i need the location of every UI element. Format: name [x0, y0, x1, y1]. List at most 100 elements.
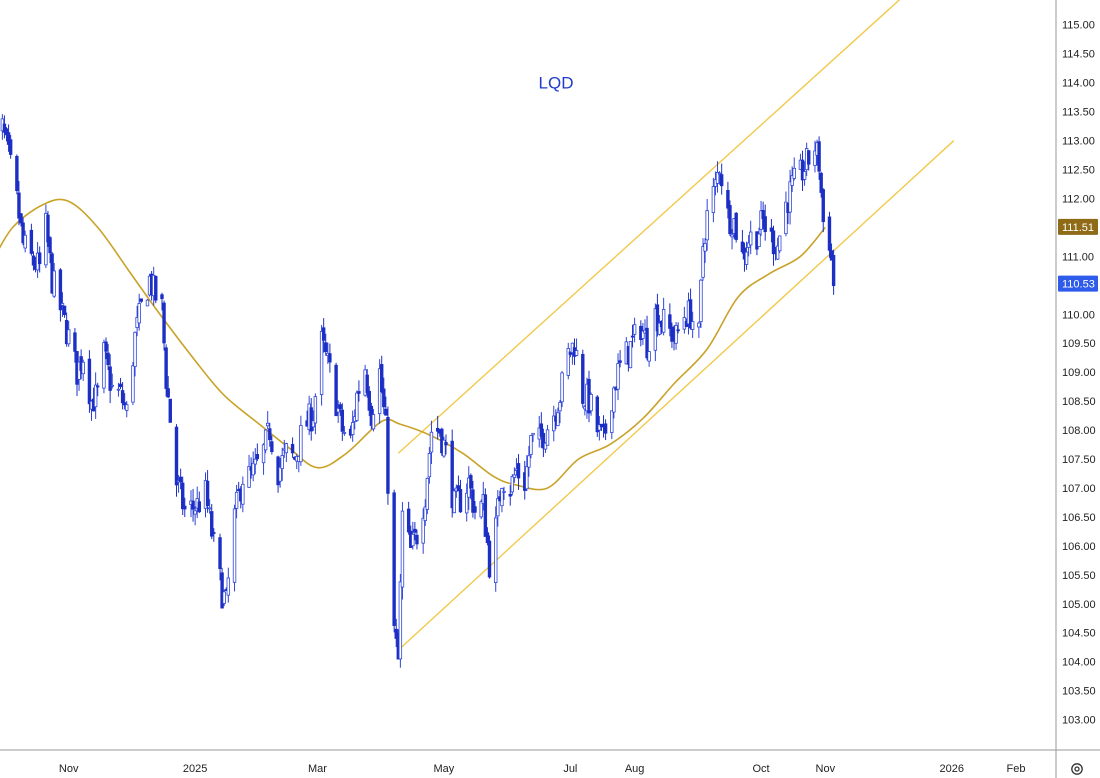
candle [253, 448, 257, 475]
candle-body [193, 510, 197, 515]
candle [207, 499, 212, 514]
candle-body [452, 490, 456, 514]
candle-body [183, 505, 187, 510]
candle-body [210, 511, 214, 537]
candle [210, 504, 214, 540]
candle-body [456, 485, 461, 492]
y-tick-label: 110.00 [1062, 309, 1095, 321]
candle-body [668, 314, 672, 329]
candle-body [284, 443, 289, 454]
candle [784, 191, 788, 237]
x-tick-label: 2026 [940, 763, 964, 775]
candle-body [458, 489, 463, 513]
candle-body [181, 482, 185, 510]
candle-body [487, 540, 492, 578]
moving-average-line [0, 198, 826, 491]
candle [8, 134, 13, 159]
candle-body [336, 407, 340, 413]
x-tick-label: Aug [625, 763, 645, 775]
candle-body [496, 498, 500, 517]
candle [690, 311, 695, 338]
candle-body [93, 384, 98, 408]
candle-body [560, 372, 564, 403]
candle [719, 163, 724, 195]
candle [232, 504, 237, 592]
candle-body [357, 391, 361, 394]
candle [471, 480, 475, 518]
candle-body [110, 384, 114, 387]
candle [465, 483, 469, 522]
candle-body [253, 458, 257, 465]
settings-button[interactable] [1068, 760, 1086, 778]
candle-body [241, 483, 245, 505]
candle-body [688, 299, 693, 329]
candle [212, 528, 216, 542]
candle [632, 317, 637, 343]
candle [191, 488, 195, 522]
price-axis[interactable]: 103.00 103.50 104.00 104.50 105.00 105.50 106.… [1055, 0, 1100, 778]
candle [350, 410, 355, 442]
last-price-badge-label: 110.53 [1062, 279, 1095, 291]
candle [510, 474, 515, 496]
candle [270, 435, 274, 455]
candle-body [556, 412, 560, 426]
candle-body [218, 537, 222, 569]
candle-body [574, 350, 579, 356]
candle [120, 382, 125, 410]
candle [435, 415, 440, 440]
y-tick-label: 108.00 [1062, 425, 1096, 437]
candle-body [104, 341, 108, 352]
candle [139, 298, 143, 304]
candle [456, 475, 461, 492]
candle [545, 424, 550, 446]
candle [299, 415, 303, 466]
candle [531, 432, 535, 442]
candle [568, 351, 573, 358]
candle [58, 268, 63, 322]
candle [247, 454, 251, 489]
candle [48, 236, 52, 264]
x-tick-label: Feb [1007, 763, 1026, 775]
candle [357, 380, 361, 402]
candle [817, 136, 821, 180]
candle [164, 344, 168, 397]
candle-body [510, 476, 515, 493]
candle [661, 297, 666, 336]
candle-body [831, 255, 836, 287]
candle-body [450, 440, 454, 509]
candle [734, 212, 738, 243]
candle [380, 355, 384, 394]
candle [137, 293, 141, 331]
y-tick-label: 114.50 [1062, 49, 1095, 61]
candle [450, 429, 454, 518]
candle [748, 220, 753, 255]
time-axis[interactable]: Nov 2025 Mar May Jul Aug Oct Nov 2026 Feb [0, 749, 1100, 775]
candle-body [597, 424, 602, 431]
candle [415, 529, 419, 550]
candle [66, 320, 71, 347]
candle [131, 361, 135, 406]
candle-body [191, 500, 195, 510]
y-tick-label: 104.50 [1062, 628, 1096, 640]
candle [444, 434, 448, 455]
candle [102, 339, 106, 394]
candle [452, 488, 456, 514]
candle [15, 154, 19, 195]
candle-body [222, 591, 226, 604]
candle [500, 487, 504, 513]
y-tick-label: 107.50 [1062, 454, 1096, 466]
candle [17, 181, 21, 226]
candle [311, 410, 316, 431]
candle-body [674, 325, 678, 344]
x-tick-label: Jul [563, 763, 577, 775]
candle [413, 521, 417, 541]
y-tick-label: 114.00 [1062, 78, 1095, 90]
candle-body [406, 508, 411, 533]
y-tick-label: 109.00 [1062, 367, 1096, 379]
candle [790, 166, 794, 192]
candle-body [757, 233, 761, 247]
candle [280, 447, 284, 481]
candle-body [641, 330, 645, 339]
candle [647, 351, 651, 367]
candle [541, 428, 546, 457]
